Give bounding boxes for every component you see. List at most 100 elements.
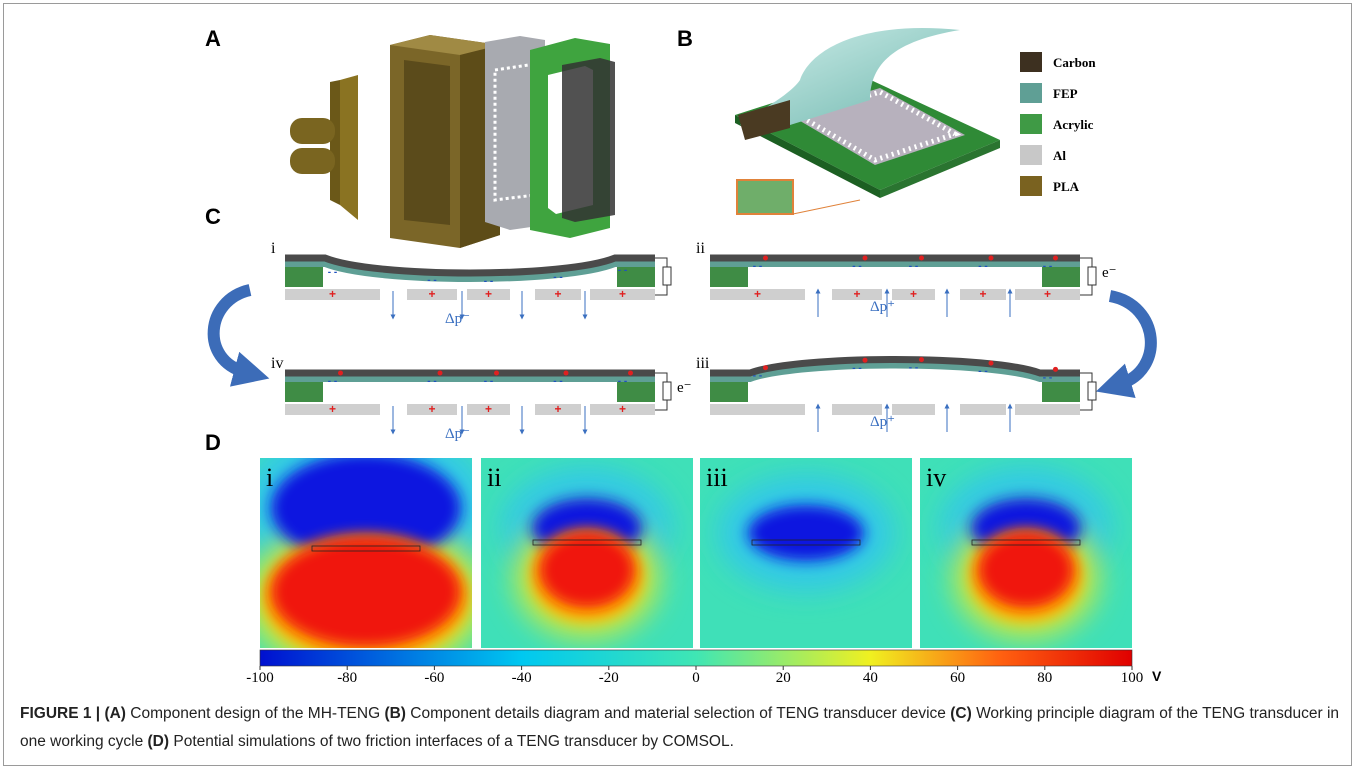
charge-dot — [338, 371, 343, 376]
charge: - - — [909, 363, 918, 374]
charge: + — [554, 402, 561, 416]
charge: - - — [328, 376, 337, 387]
field-plot — [920, 458, 1132, 648]
pressure-label: Δp⁺ — [870, 414, 895, 430]
acrylic — [285, 267, 323, 287]
panel-label: C — [205, 204, 221, 229]
legend-label: Carbon — [1053, 55, 1096, 70]
panel-label: D — [205, 430, 221, 455]
colorbar-tick-label: 20 — [776, 670, 791, 686]
caption-text: Potential simulations of two friction in… — [173, 733, 734, 750]
caption: FIGURE 1 | (A) Component design of the M… — [20, 700, 1340, 756]
charge-dot — [863, 256, 868, 261]
colorbar-tick-label: 60 — [950, 670, 965, 686]
charge-dot — [564, 371, 569, 376]
field-plot — [481, 458, 693, 648]
pressure-label: Δp⁻ — [445, 311, 470, 327]
charge: + — [853, 287, 860, 301]
charge: - - — [328, 267, 337, 278]
charge: - - — [1043, 372, 1052, 383]
stage-label: ii — [696, 240, 705, 257]
charge: + — [619, 287, 626, 301]
caption-text: Component details diagram and material s… — [410, 705, 946, 722]
charge: - - — [618, 265, 627, 276]
charge: + — [485, 402, 492, 416]
charge: + — [910, 287, 917, 301]
charge-dot — [763, 365, 768, 370]
caption-key: (B) — [384, 705, 406, 722]
charge: - - — [553, 376, 562, 387]
pla-plate-edge — [330, 80, 340, 205]
material-legend: CarbonFEPAcrylicAlPLA — [1020, 52, 1096, 196]
charge-dot — [919, 256, 924, 261]
stage-label: i — [271, 240, 276, 257]
al-strip — [892, 404, 935, 415]
charge: - - — [852, 363, 861, 374]
charge: + — [329, 287, 336, 301]
legend-swatch — [1020, 145, 1042, 165]
pressure-label: Δp⁺ — [870, 299, 895, 315]
charge-dot — [628, 371, 633, 376]
charge: + — [1044, 287, 1051, 301]
colorbar-tick-label: 80 — [1037, 670, 1052, 686]
acrylic — [285, 382, 323, 402]
caption-text: Component design of the MH-TENG — [130, 705, 380, 722]
acrylic — [710, 267, 748, 287]
charge: - - — [553, 272, 562, 283]
electron-label: e⁻ — [1102, 265, 1117, 281]
charge: + — [329, 402, 336, 416]
legend-label: Al — [1053, 148, 1066, 163]
positive-field — [539, 532, 635, 608]
charge: + — [485, 287, 492, 301]
cycle-arrow — [1110, 296, 1151, 384]
plot-label: i — [266, 463, 273, 492]
carbon-sheet — [562, 58, 615, 222]
colorbar — [260, 650, 1132, 666]
caption-key: (A) — [104, 705, 126, 722]
charge-dot — [919, 357, 924, 362]
charge: + — [979, 287, 986, 301]
colorbar-tick-label: 100 — [1121, 670, 1144, 686]
colorbar-tick-label: -60 — [424, 670, 444, 686]
page: Figure {"panel_labels": ["A", "B", "C", … — [0, 0, 1355, 769]
charge: + — [619, 402, 626, 416]
colorbar-tick-label: -20 — [599, 670, 619, 686]
charge: - - — [484, 276, 493, 287]
charge: - - — [753, 261, 762, 272]
legend-swatch — [1020, 114, 1042, 134]
acrylic — [1042, 382, 1080, 402]
legend-swatch — [1020, 176, 1042, 196]
charge: - - — [909, 261, 918, 272]
positive-field — [978, 532, 1074, 608]
charge-dot — [438, 371, 443, 376]
colorbar-tick-label: -40 — [512, 670, 532, 686]
charge: + — [754, 287, 761, 301]
pla-tube — [290, 118, 335, 144]
al-strip — [710, 404, 805, 415]
pla-tube — [290, 148, 335, 174]
colorbar-tick-label: 40 — [863, 670, 878, 686]
cycle-stage: ii+- -+- -+- -+- -+- -Δp⁺e⁻ — [696, 240, 1117, 317]
field-plot — [241, 423, 491, 678]
negative-field — [748, 505, 864, 561]
legend-label: Acrylic — [1053, 117, 1094, 132]
device-detail — [735, 28, 1000, 214]
charge-dot — [1053, 256, 1058, 261]
colorbar-tick-label: -100 — [246, 670, 274, 686]
inset — [737, 180, 793, 214]
panel-label: B — [677, 26, 693, 51]
cycle-arrow — [214, 290, 250, 372]
caption-label: FIGURE 1 | — [20, 705, 100, 722]
acrylic — [710, 382, 748, 402]
charge-dot — [989, 361, 994, 366]
charge-dot — [1053, 367, 1058, 372]
charge: - - — [753, 371, 762, 382]
plot-label: ii — [487, 463, 501, 492]
charge-dot — [494, 371, 499, 376]
charge-dot — [863, 358, 868, 363]
resistor — [1088, 382, 1096, 400]
plot-label: iii — [706, 463, 728, 492]
caption-key: (C) — [950, 705, 972, 722]
resistor — [663, 382, 671, 400]
